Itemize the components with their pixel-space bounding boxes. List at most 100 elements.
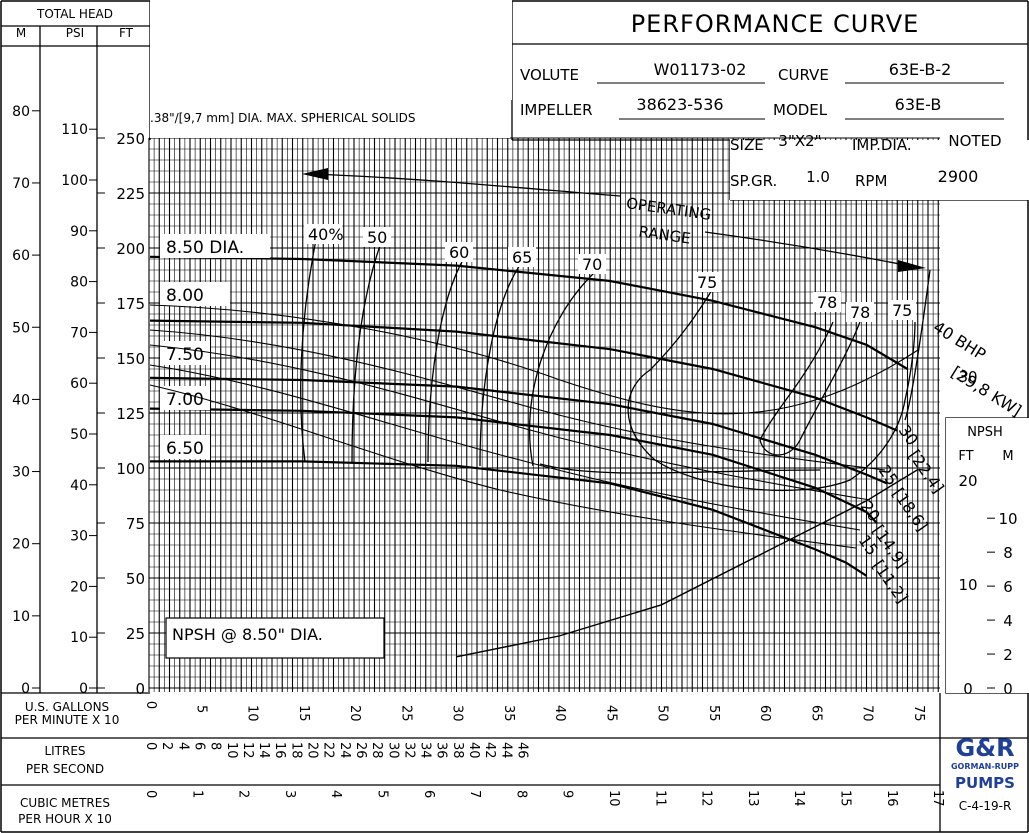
- efficiency-label: 78: [850, 303, 870, 322]
- m3h-tick-label: 7: [467, 790, 482, 798]
- efficiency-label-box: [445, 242, 473, 262]
- bhp-curve: [149, 304, 919, 415]
- m3h-tick-label: 4: [328, 790, 343, 798]
- lps-tick-label: 26: [353, 742, 368, 759]
- impeller-value: 38623-536: [636, 95, 723, 114]
- m3h-tick-label: 12: [699, 790, 714, 807]
- total-head-title: TOTAL HEAD: [36, 7, 113, 21]
- efficiency-curve: [529, 271, 596, 467]
- rpm-label: RPM: [855, 172, 887, 190]
- ft-header: FT: [119, 26, 134, 40]
- lps-tick-label: 20: [305, 742, 320, 759]
- efficiency-curve: [479, 261, 523, 467]
- lps-tick-label: 34: [418, 742, 433, 759]
- head-curve: [149, 407, 878, 524]
- m3h-tick-label: 1: [189, 790, 204, 798]
- spgr-label: SP.GR.: [730, 172, 777, 190]
- head-curve: [149, 376, 888, 485]
- lps-tick-label: 18: [288, 742, 303, 759]
- lps-tick-label: 44: [498, 742, 513, 759]
- gpm-tick-label: 40: [552, 705, 567, 722]
- impdia-value: NOTED: [948, 132, 1001, 150]
- head-curves: 8.50 DIA. 8.00 7.50 7.00 6.50: [149, 234, 909, 577]
- lps-tick-label: 8: [208, 742, 223, 750]
- lps-label-1: LITRES: [44, 744, 85, 758]
- m3h-tick-label: 10: [606, 790, 621, 807]
- lps-tick-label: 46: [514, 742, 529, 759]
- psi-tick-label: 80: [70, 275, 88, 291]
- m3h-label-1: CUBIC METRES: [20, 796, 110, 810]
- ft-tick-label: 150: [116, 350, 145, 368]
- m-tick-label: 10: [12, 609, 30, 625]
- bhp-label: 20: [857, 497, 884, 525]
- m3h-tick-label: 15: [838, 790, 853, 807]
- psi-tick-label: 20: [70, 579, 88, 595]
- bhp-curves: 40 BHP[29,8 KW]30[22,4]25[18,6]20[14,9]1…: [149, 304, 1025, 607]
- gpm-tick-label: 30: [450, 705, 465, 722]
- psi-tick-label: 60: [70, 376, 88, 392]
- lps-label-2: PER SECOND: [26, 762, 104, 776]
- psi-tick-label: 100: [61, 173, 88, 189]
- m3h-tick-label: 5: [375, 790, 390, 798]
- bhp-kw-label: [22,4]: [905, 446, 948, 496]
- m3h-tick-label: 0: [143, 790, 158, 798]
- npsh-m-tick-label: 4: [1003, 612, 1013, 630]
- bhp-label: 40 BHP: [930, 317, 990, 364]
- efficiency-label-box: [508, 247, 536, 267]
- lps-tick-label: 42: [482, 742, 497, 759]
- gpm-tick-label: 10: [245, 705, 260, 722]
- npsh-m-tick-label: 2: [1003, 646, 1013, 664]
- ft-tick-label: 50: [126, 570, 145, 588]
- operating-range-arrow-left: [302, 168, 328, 180]
- m-tick-label: 70: [12, 176, 30, 192]
- lps-tick-label: 16: [272, 742, 287, 759]
- m-header: M: [16, 26, 26, 40]
- logo-letters: G&R: [955, 734, 1014, 762]
- bhp-curve: [149, 329, 886, 471]
- curve-label: CURVE: [778, 66, 829, 84]
- efficiency-label-box: [888, 300, 916, 320]
- lps-tick-label: 30: [385, 742, 400, 759]
- chart-grid: [148, 0, 1029, 693]
- size-value: 3"X2": [778, 132, 821, 150]
- m3h-tick-label: 13: [745, 790, 760, 807]
- gpm-tick-label: 45: [603, 705, 618, 722]
- impeller-label: IMPELLER: [520, 101, 593, 119]
- ft-tick-label: 125: [116, 405, 145, 423]
- ft-tick-label: 0: [135, 680, 145, 698]
- efficiency-curve: [300, 239, 317, 463]
- m3h-tick-label: 16: [884, 790, 899, 807]
- npsh-m-header: M: [1002, 449, 1013, 464]
- lps-tick-label: 10: [224, 742, 239, 759]
- efficiency-label: 75: [892, 301, 912, 320]
- efficiency-curve: [904, 269, 931, 421]
- psi-tick-label: 0: [79, 681, 88, 697]
- mask-header-rows: [730, 140, 1029, 200]
- lps-tick-label: 28: [369, 742, 384, 759]
- ft-tick-label: 175: [116, 295, 145, 313]
- m3h-tick-label: 3: [282, 790, 297, 798]
- efficiency-label: 75: [697, 273, 717, 292]
- m-tick-label: 40: [12, 392, 30, 408]
- m3h-tick-label: 8: [513, 790, 528, 798]
- ft-tick-label: 250: [116, 130, 145, 148]
- lps-tick-label: 32: [401, 742, 416, 759]
- efficiency-label-box: [813, 292, 841, 312]
- mask-top: [150, 0, 512, 100]
- efficiency-label: 50: [367, 228, 387, 247]
- head-curve-label-box: [160, 282, 230, 306]
- head-curve-label: 7.50: [166, 345, 204, 365]
- efficiency-curve: [654, 399, 906, 492]
- gpm-tick-label: 15: [296, 705, 311, 722]
- gpm-tick-label: 0: [143, 701, 158, 709]
- psi-tick-label: 10: [70, 630, 88, 646]
- gpm-tick-label: 75: [911, 705, 926, 722]
- npsh-m-tick-label: 0: [1003, 680, 1013, 698]
- bhp-curve: [149, 344, 871, 501]
- operating-range-arrow-right: [898, 260, 926, 272]
- lps-tick-label: 6: [191, 742, 206, 750]
- m3h-tick-label: 9: [560, 790, 575, 798]
- ft-tick-label: 225: [116, 185, 145, 203]
- gpm-tick-label: 5: [193, 705, 208, 713]
- npsh-m-tick-label: 8: [1003, 544, 1013, 562]
